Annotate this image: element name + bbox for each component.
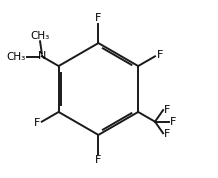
- Text: F: F: [164, 129, 170, 139]
- Text: CH₃: CH₃: [31, 31, 50, 41]
- Text: F: F: [156, 50, 163, 61]
- Text: F: F: [164, 104, 170, 115]
- Text: F: F: [95, 155, 102, 165]
- Text: F: F: [34, 117, 40, 128]
- Text: F: F: [95, 13, 102, 23]
- Text: CH₃: CH₃: [7, 52, 26, 62]
- Text: N: N: [38, 51, 46, 61]
- Text: F: F: [170, 117, 177, 127]
